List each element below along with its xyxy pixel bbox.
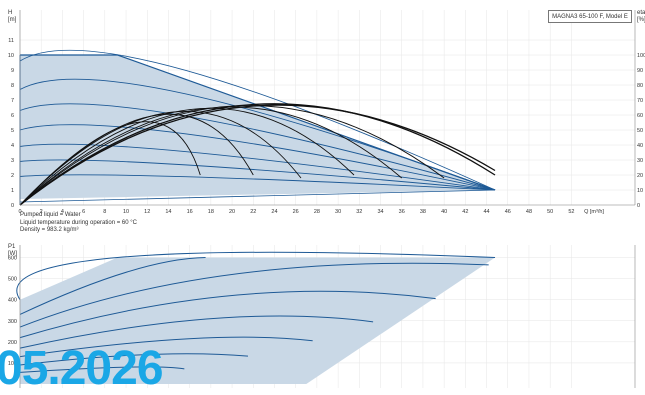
efficiency-curve [19,108,355,206]
y2-tick-label: 50 [637,128,643,134]
head-curve [19,174,496,191]
p-axis-unit: [W] [8,251,17,257]
min-curve [19,189,496,203]
x-tick-label: 52 [568,209,574,215]
head-curve [19,49,496,191]
p-tick-label: 400 [8,298,17,304]
y2-tick-label: 30 [637,158,643,164]
x-tick-label: 32 [356,209,362,215]
x-tick-label: 50 [547,209,553,215]
efficiency-curve [19,110,302,206]
x-tick-label: 44 [483,209,489,215]
y-tick-label: 8 [11,83,14,89]
x-tick-label: 4 [61,209,64,215]
efficiency-curve [19,113,254,206]
liquid-info-line: Liquid temperature during operation = 60… [20,219,137,226]
head-curve [19,143,496,191]
head-curve [19,159,496,191]
x-tick-label: 48 [526,209,532,215]
y-tick-label: 4 [11,143,14,149]
y2-axis-unit: [%] [637,17,645,23]
date-watermark: 05.2026 [0,342,164,395]
y-tick-label: 1 [11,188,14,194]
y-tick-label: 5 [11,128,14,134]
efficiency-curve [19,105,445,206]
x-tick-label: 12 [144,209,150,215]
y2-tick-label: 70 [637,98,643,104]
x-tick-label: 28 [314,209,320,215]
power-curve [19,262,489,328]
x-tick-label: 40 [441,209,447,215]
liquid-info-line: Density = 983.2 kg/m³ [20,227,79,233]
y-tick-label: 6 [11,113,14,119]
p-tick-label: 200 [8,340,17,346]
head-curve [19,78,496,191]
p-tick-label: 600 [8,256,17,262]
power-curve [19,353,249,366]
y-axis-unit: [m] [8,17,17,23]
y-tick-label: 10 [8,53,14,59]
power-curve [19,336,313,358]
x-tick-label: 18 [208,209,214,215]
x-tick-label: 36 [399,209,405,215]
y-axis-title: H [8,10,12,16]
x-tick-label: 20 [229,209,235,215]
y2-axis-title: eta [637,10,645,16]
liquid-info: Pumped liquid = Water Liquid temperature… [20,212,137,235]
x-tick-label: 24 [271,209,277,215]
power-curve [19,290,436,339]
x-tick-label: 26 [293,209,299,215]
y2-tick-label: 10 [637,188,643,194]
power-curve [19,315,374,349]
y2-tick-label: 0 [637,203,640,209]
y2-tick-label: 20 [637,173,643,179]
x-tick-label: 42 [462,209,468,215]
x-tick-label: 6 [82,209,85,215]
y-tick-label: 11 [8,38,14,44]
efficiency-curve [19,106,403,206]
x-tick-label: 16 [187,209,193,215]
x-tick-label: 14 [165,209,171,215]
y-tick-label: 3 [11,158,14,164]
x-tick-label: 0 [18,209,21,215]
p-tick-label: 500 [8,277,17,283]
y2-tick-label: 80 [637,83,643,89]
y2-tick-label: 90 [637,68,643,74]
p-tick-label: 100 [8,361,17,367]
y-tick-label: 2 [11,173,14,179]
head-curve [19,124,496,191]
x-tick-label: 8 [103,209,106,215]
efficiency-curve [19,121,201,206]
y2-tick-label: 60 [637,113,643,119]
y-tick-label: 9 [11,68,14,74]
model-label: MAGNA3 65-100 F, Model E [548,10,632,23]
liquid-info-line: Pumped liquid = Water [20,212,81,218]
x-tick-label: 30 [335,209,341,215]
x-tick-label: 2 [40,209,43,215]
power-curve [19,257,206,315]
operating-area [20,55,496,199]
efficiency-curve [19,104,496,206]
y-tick-label: 7 [11,98,14,104]
x-tick-label: 34 [377,209,383,215]
x-tick-label: 46 [505,209,511,215]
p-tick-label: 300 [8,319,17,325]
power-curve [16,251,496,300]
y2-tick-label: 100 [637,53,645,59]
x-tick-label: 10 [123,209,129,215]
y-tick-label: 0 [11,203,14,209]
p-axis-title: P1 [8,244,16,250]
x-axis-title: Q [m³/h] [584,209,604,215]
power-operating-area [20,257,496,384]
power-curve [19,366,185,373]
y2-tick-label: 40 [637,143,643,149]
x-tick-label: 38 [420,209,426,215]
x-tick-label: 22 [250,209,256,215]
efficiency-curve [19,103,496,206]
